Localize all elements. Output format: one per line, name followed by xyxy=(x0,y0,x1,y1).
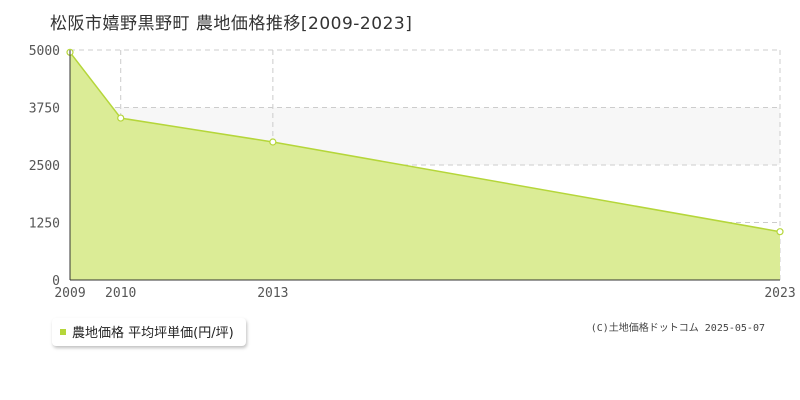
data-point xyxy=(776,228,784,236)
legend: 農地価格 平均坪単価(円/坪) xyxy=(52,318,246,346)
series-area xyxy=(70,52,780,280)
series-line xyxy=(69,51,781,233)
y-tick-labels: 0 1250 2500 3750 5000 xyxy=(29,44,60,289)
y-tick-label: 5000 xyxy=(29,44,60,59)
y-tick-label: 2500 xyxy=(29,159,60,174)
data-point xyxy=(269,138,277,146)
x-tick-labels: 2009 2010 2013 2023 xyxy=(54,286,795,301)
legend-label: 農地価格 平均坪単価(円/坪) xyxy=(72,326,234,341)
chart-title: 松阪市嬉野黒野町 農地価格推移[2009-2023] xyxy=(50,14,413,34)
x-tick-label: 2023 xyxy=(764,286,795,301)
data-point xyxy=(117,114,125,122)
y-tick-label: 3750 xyxy=(29,102,60,117)
x-tick-label: 2009 xyxy=(54,286,85,301)
copyright-text: (C)土地価格ドットコム 2025-05-07 xyxy=(590,323,765,334)
legend-swatch xyxy=(60,328,66,335)
y-tick-label: 0 xyxy=(52,274,60,289)
x-tick-label: 2013 xyxy=(257,286,288,301)
x-tick-label: 2010 xyxy=(105,286,136,301)
y-tick-label: 1250 xyxy=(29,217,60,232)
